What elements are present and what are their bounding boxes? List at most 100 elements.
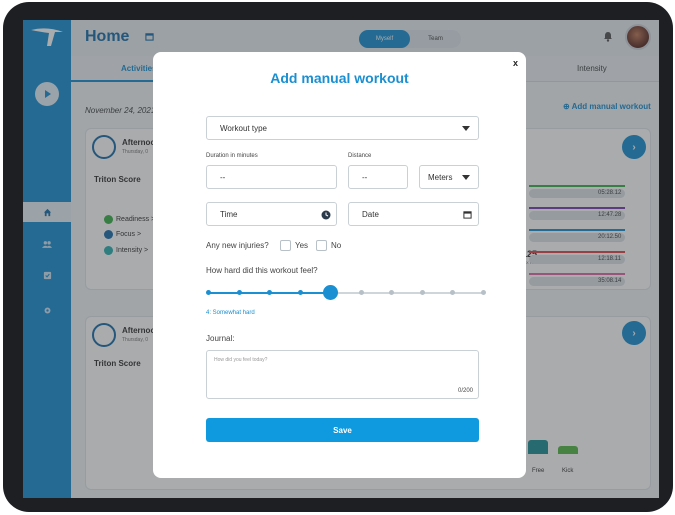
card-title: Afternoon [122, 326, 161, 335]
tab-intensity[interactable]: Intensity [577, 64, 607, 73]
date-placeholder: Date [362, 209, 379, 219]
split-line [529, 185, 625, 187]
effort-slider-track[interactable] [208, 292, 484, 294]
injuries-yes-checkbox[interactable] [280, 240, 291, 251]
play-icon [45, 90, 51, 98]
triton-score-label: Triton Score [94, 175, 141, 184]
readiness-link[interactable]: Readiness > [116, 216, 156, 223]
readiness-dot [104, 215, 113, 224]
effort-tick[interactable] [237, 290, 242, 295]
effort-tick[interactable] [298, 290, 303, 295]
stroke-bar-free [528, 440, 548, 454]
journal-textarea[interactable]: How did you feel today? 0/200 [206, 350, 479, 399]
split-line [529, 229, 625, 231]
distance-input[interactable]: -- [348, 165, 408, 189]
injuries-no-label: No [331, 241, 342, 250]
triton-logo [31, 28, 63, 46]
split-time: 35:08.14 [598, 278, 622, 284]
active-tab-indicator [71, 80, 201, 82]
sidebar [23, 20, 71, 498]
duration-value: -- [220, 172, 226, 182]
avatar[interactable] [625, 24, 651, 50]
gear-icon [44, 307, 50, 313]
sidebar-item-team[interactable] [23, 234, 71, 254]
stroke-label-kick: Kick [562, 468, 574, 474]
split-bar [529, 211, 625, 220]
effort-tick[interactable] [481, 290, 486, 295]
intensity-link[interactable]: Intensity > [116, 247, 149, 254]
journal-label: Journal: [206, 334, 235, 343]
swim-icon [92, 135, 116, 159]
page-title: Home [85, 28, 130, 45]
distance-value: -- [362, 172, 368, 182]
journal-char-count: 0/200 [457, 388, 473, 394]
split-time: 12:18.11 [598, 256, 621, 262]
start-workout-button[interactable] [35, 82, 59, 106]
split-time: 20:12.50 [598, 234, 622, 240]
split-time: 12:47.28 [598, 212, 622, 218]
split-bar [529, 255, 625, 264]
focus-dot [104, 230, 113, 239]
duration-input[interactable]: -- [206, 165, 337, 189]
open-workout-button[interactable]: › [622, 135, 646, 159]
split-time: 05:28.12 [598, 190, 622, 196]
toggle-team[interactable]: Team [428, 36, 443, 42]
focus-link[interactable]: Focus > [116, 231, 142, 238]
effort-tick[interactable] [420, 290, 425, 295]
workout-type-select[interactable]: Workout type [206, 116, 479, 140]
bell-icon[interactable] [603, 31, 613, 42]
effort-hint: 4: Somewhat hard [206, 310, 255, 316]
chevron-down-icon [462, 126, 470, 131]
calendar-icon[interactable] [145, 32, 154, 41]
effort-tick[interactable] [450, 290, 455, 295]
split-line [529, 207, 625, 209]
sidebar-item-settings[interactable] [23, 300, 71, 320]
split-bar [529, 277, 625, 286]
people-icon [42, 240, 52, 248]
effort-slider-handle[interactable] [323, 285, 338, 300]
clock-icon[interactable] [321, 210, 331, 220]
modal-title: Add manual workout [270, 70, 409, 86]
duration-label: Duration in minutes [206, 153, 258, 159]
effort-tick[interactable] [389, 290, 394, 295]
chevron-down-icon [462, 175, 470, 180]
effort-tick[interactable] [206, 290, 211, 295]
time-input[interactable]: Time [206, 202, 337, 226]
unit-value: Meters [428, 172, 453, 182]
toggle-myself[interactable]: Myself [359, 30, 410, 48]
swim-icon [92, 323, 116, 347]
split-line [529, 251, 625, 253]
save-button[interactable]: Save [206, 418, 479, 442]
date-label: November 24, 2021 [85, 106, 156, 115]
injuries-no-checkbox[interactable] [316, 240, 327, 251]
effort-tick[interactable] [267, 290, 272, 295]
injuries-yes-label: Yes [295, 241, 309, 250]
tab-activities[interactable]: Activities [121, 64, 157, 73]
distance-label: Distance [348, 153, 372, 159]
add-manual-workout-label: Add manual workout [571, 102, 651, 111]
sidebar-item-home[interactable] [23, 202, 71, 222]
journal-placeholder: How did you feel today? [214, 357, 268, 363]
workout-type-value: Workout type [220, 123, 267, 133]
close-button[interactable]: x [512, 58, 518, 68]
max-hr-label: MAX HR [520, 260, 536, 265]
split-bar [529, 189, 625, 198]
triton-score-label: Triton Score [94, 359, 141, 368]
add-manual-workout-link[interactable]: ⊕ Add manual workout [563, 102, 651, 111]
checklist-icon [43, 271, 51, 279]
injuries-question: Any new injuries? [206, 241, 269, 250]
time-placeholder: Time [220, 209, 238, 219]
date-input[interactable]: Date [348, 202, 479, 226]
card-title: Afternoon [122, 138, 161, 147]
effort-tick[interactable] [359, 290, 364, 295]
home-icon [43, 208, 51, 216]
sidebar-item-tasks[interactable] [23, 265, 71, 285]
card-subtitle: Thursday, 0 [122, 149, 149, 155]
plus-icon: ⊕ [563, 102, 572, 111]
distance-unit-select[interactable]: Meters [419, 165, 479, 189]
myself-team-toggle[interactable]: Myself Team [359, 30, 461, 48]
open-workout-button[interactable]: › [622, 321, 646, 345]
max-hr-value: 125 [522, 249, 538, 259]
stroke-bar-kick [558, 446, 578, 454]
calendar-icon[interactable] [463, 210, 472, 219]
